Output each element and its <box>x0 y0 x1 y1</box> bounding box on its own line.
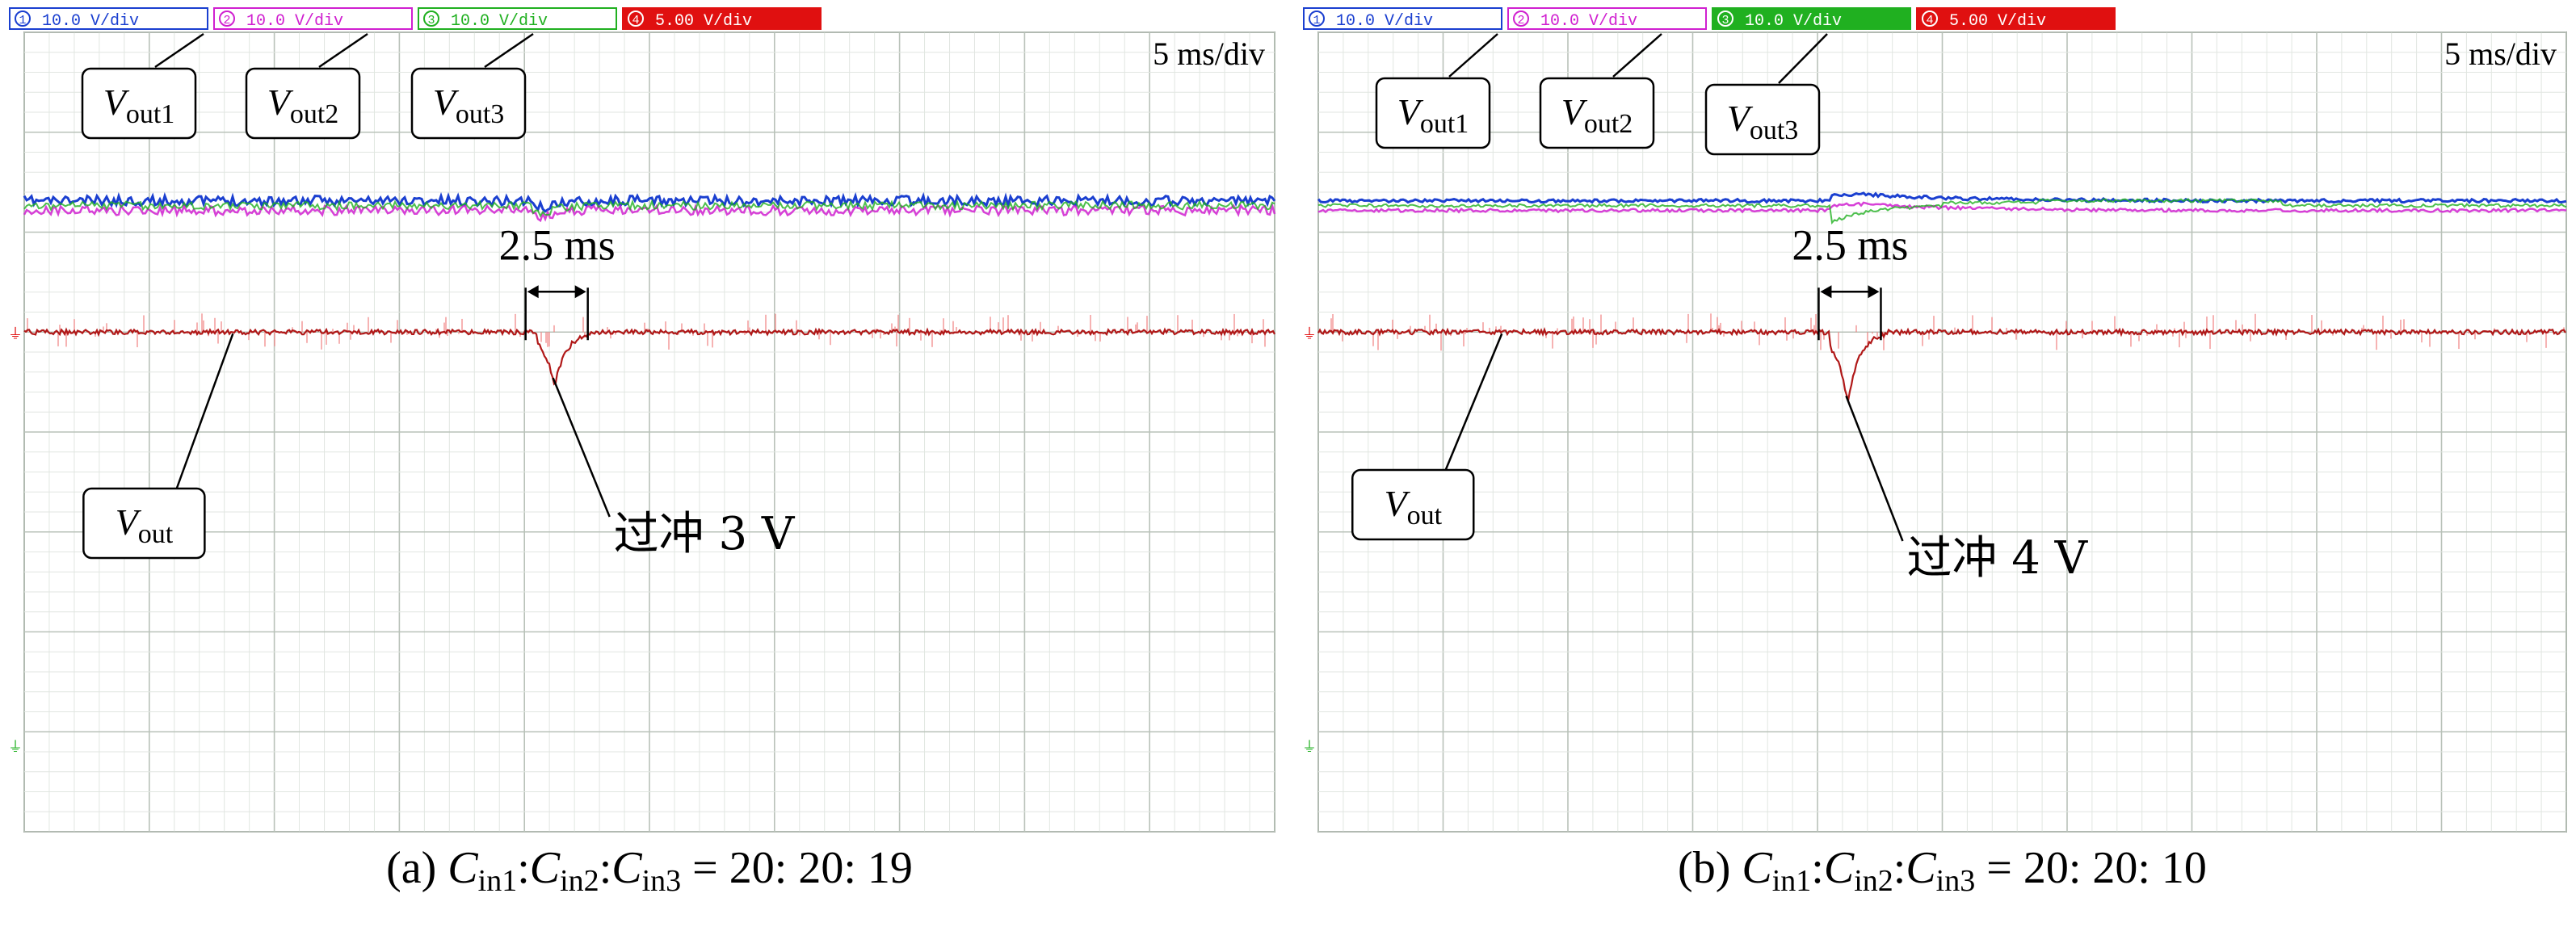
trace-vout1 <box>23 191 1276 213</box>
channel-box-3 <box>418 7 617 30</box>
label-vout2: Vout2 <box>267 82 339 129</box>
trace-vout3 <box>1317 198 2567 225</box>
channel-box-2 <box>1507 7 1707 30</box>
channel-number: 4 <box>1926 14 1933 27</box>
channel-number: 1 <box>19 14 26 27</box>
channel-box-2 <box>213 7 413 30</box>
interval-label: 2.5 ms <box>499 220 616 269</box>
annotations-a: Vout1 Vout2 Vout3 Vout 2.5 ms 过冲 3 V <box>81 32 796 560</box>
channel-box-4 <box>622 7 822 30</box>
label-vout: Vout <box>1384 483 1442 531</box>
panel-a: 1 10.0 V/div 2 10.0 V/div 3 10.0 V/div 4 5.00 V… <box>8 7 1276 898</box>
channel-number: 4 <box>632 14 639 27</box>
channel-setting: 10.0 V/div <box>1745 12 1842 31</box>
channel-setting: 10.0 V/div <box>451 12 548 31</box>
leader-vout <box>1444 333 1503 472</box>
leader-vout1 <box>154 32 204 69</box>
label-vout3: Vout3 <box>1727 98 1799 145</box>
trace-vout <box>1317 326 2566 401</box>
label-vout3-box <box>410 67 527 140</box>
label-vout1: Vout1 <box>103 82 175 129</box>
channel-number: 3 <box>1721 14 1729 27</box>
channel-badge-4 <box>1922 10 1938 27</box>
leader-vout3 <box>484 32 534 69</box>
ground-marker-4: ⏚ <box>1302 325 1317 342</box>
scope-grid-b <box>1317 31 2567 833</box>
traces-a: ⏚⏚ <box>8 191 1276 756</box>
ground-marker-123: ⏚ <box>8 739 23 756</box>
label-vout3-box <box>1704 83 1821 156</box>
channel-badge-2 <box>1513 10 1529 27</box>
channel-badge-3 <box>423 10 439 27</box>
leader-vout2 <box>318 32 368 69</box>
channel-number: 2 <box>1517 14 1524 27</box>
channel-setting: 10.0 V/div <box>246 12 343 31</box>
traces-b: ⏚⏚ <box>1302 191 2567 756</box>
leader-vout1 <box>1448 33 1498 78</box>
label-vout1-box <box>81 67 197 140</box>
interval-arrow-right <box>1868 285 1880 299</box>
label-vout2-box <box>1539 77 1655 149</box>
annotations-b: Vout1 Vout2 Vout3 Vout 2.5 ms 过冲 4 V <box>1351 33 2089 585</box>
leader-vout3 <box>1778 33 1828 84</box>
channel-bar-a: 1 10.0 V/div 2 10.0 V/div 3 10.0 V/div 4 5.00 V… <box>9 7 822 31</box>
channel-bar-b: 1 10.0 V/div 2 10.0 V/div 3 10.0 V/div 4 5.00 V… <box>1303 7 2116 31</box>
label-vout1-box <box>1375 77 1491 149</box>
channel-badge-2 <box>219 10 235 27</box>
channel-setting: 10.0 V/div <box>42 12 139 31</box>
channel-setting: 10.0 V/div <box>1540 12 1637 31</box>
channel-box-3 <box>1712 7 1911 30</box>
channel-number: 1 <box>1313 14 1320 27</box>
label-vout-box <box>1351 468 1475 541</box>
vout-spikes <box>1330 313 2565 351</box>
channel-badge-1 <box>15 10 31 27</box>
channel-badge-4 <box>628 10 644 27</box>
ground-marker-4: ⏚ <box>8 325 23 342</box>
trace-vout2 <box>1317 201 2567 214</box>
label-vout: Vout <box>116 501 174 549</box>
channel-box-4 <box>1916 7 2116 30</box>
scope-grid-a <box>23 31 1275 833</box>
timebase-label: 5 ms/div <box>1153 36 1265 72</box>
interval-arrow-left <box>527 285 539 299</box>
ground-marker-123: ⏚ <box>1302 739 1317 756</box>
panel-b: 1 10.0 V/div 2 10.0 V/div 3 10.0 V/div 4 5.00 V… <box>1302 7 2567 898</box>
interval-label: 2.5 ms <box>1792 220 1908 269</box>
label-vout3: Vout3 <box>433 82 505 129</box>
caption-b: (b) Cin1:Cin2:Cin3 = 20: 20: 10 <box>1678 843 2207 898</box>
interval-arrow-right <box>574 285 586 299</box>
overshoot-label: 过冲 4 V <box>1906 532 2088 585</box>
leader-overshoot <box>552 377 611 518</box>
channel-box-1 <box>9 7 208 30</box>
channel-number: 3 <box>427 14 435 27</box>
caption-a: (a) Cin1:Cin2:Cin3 = 20: 20: 19 <box>386 843 913 898</box>
label-vout-box <box>82 487 206 560</box>
label-vout2: Vout2 <box>1561 91 1633 139</box>
channel-setting: 5.00 V/div <box>655 12 752 31</box>
trace-vout3 <box>23 199 1275 218</box>
trace-vout <box>23 327 1275 386</box>
trace-vout2 <box>23 202 1276 223</box>
timebase-label: 5 ms/div <box>2444 36 2557 72</box>
channel-badge-1 <box>1309 10 1325 27</box>
interval-arrow-left <box>1820 285 1832 299</box>
channel-badge-3 <box>1717 10 1733 27</box>
channel-setting: 10.0 V/div <box>1336 12 1433 31</box>
trace-vout1 <box>1317 191 2567 204</box>
overshoot-label: 过冲 3 V <box>614 508 796 560</box>
leader-vout2 <box>1612 33 1662 78</box>
label-vout1: Vout1 <box>1397 91 1469 139</box>
channel-setting: 5.00 V/div <box>1949 12 2046 31</box>
label-vout2-box <box>245 67 361 140</box>
leader-vout <box>175 333 234 490</box>
channel-box-1 <box>1303 7 1502 30</box>
channel-number: 2 <box>223 14 230 27</box>
leader-overshoot <box>1845 395 1904 542</box>
